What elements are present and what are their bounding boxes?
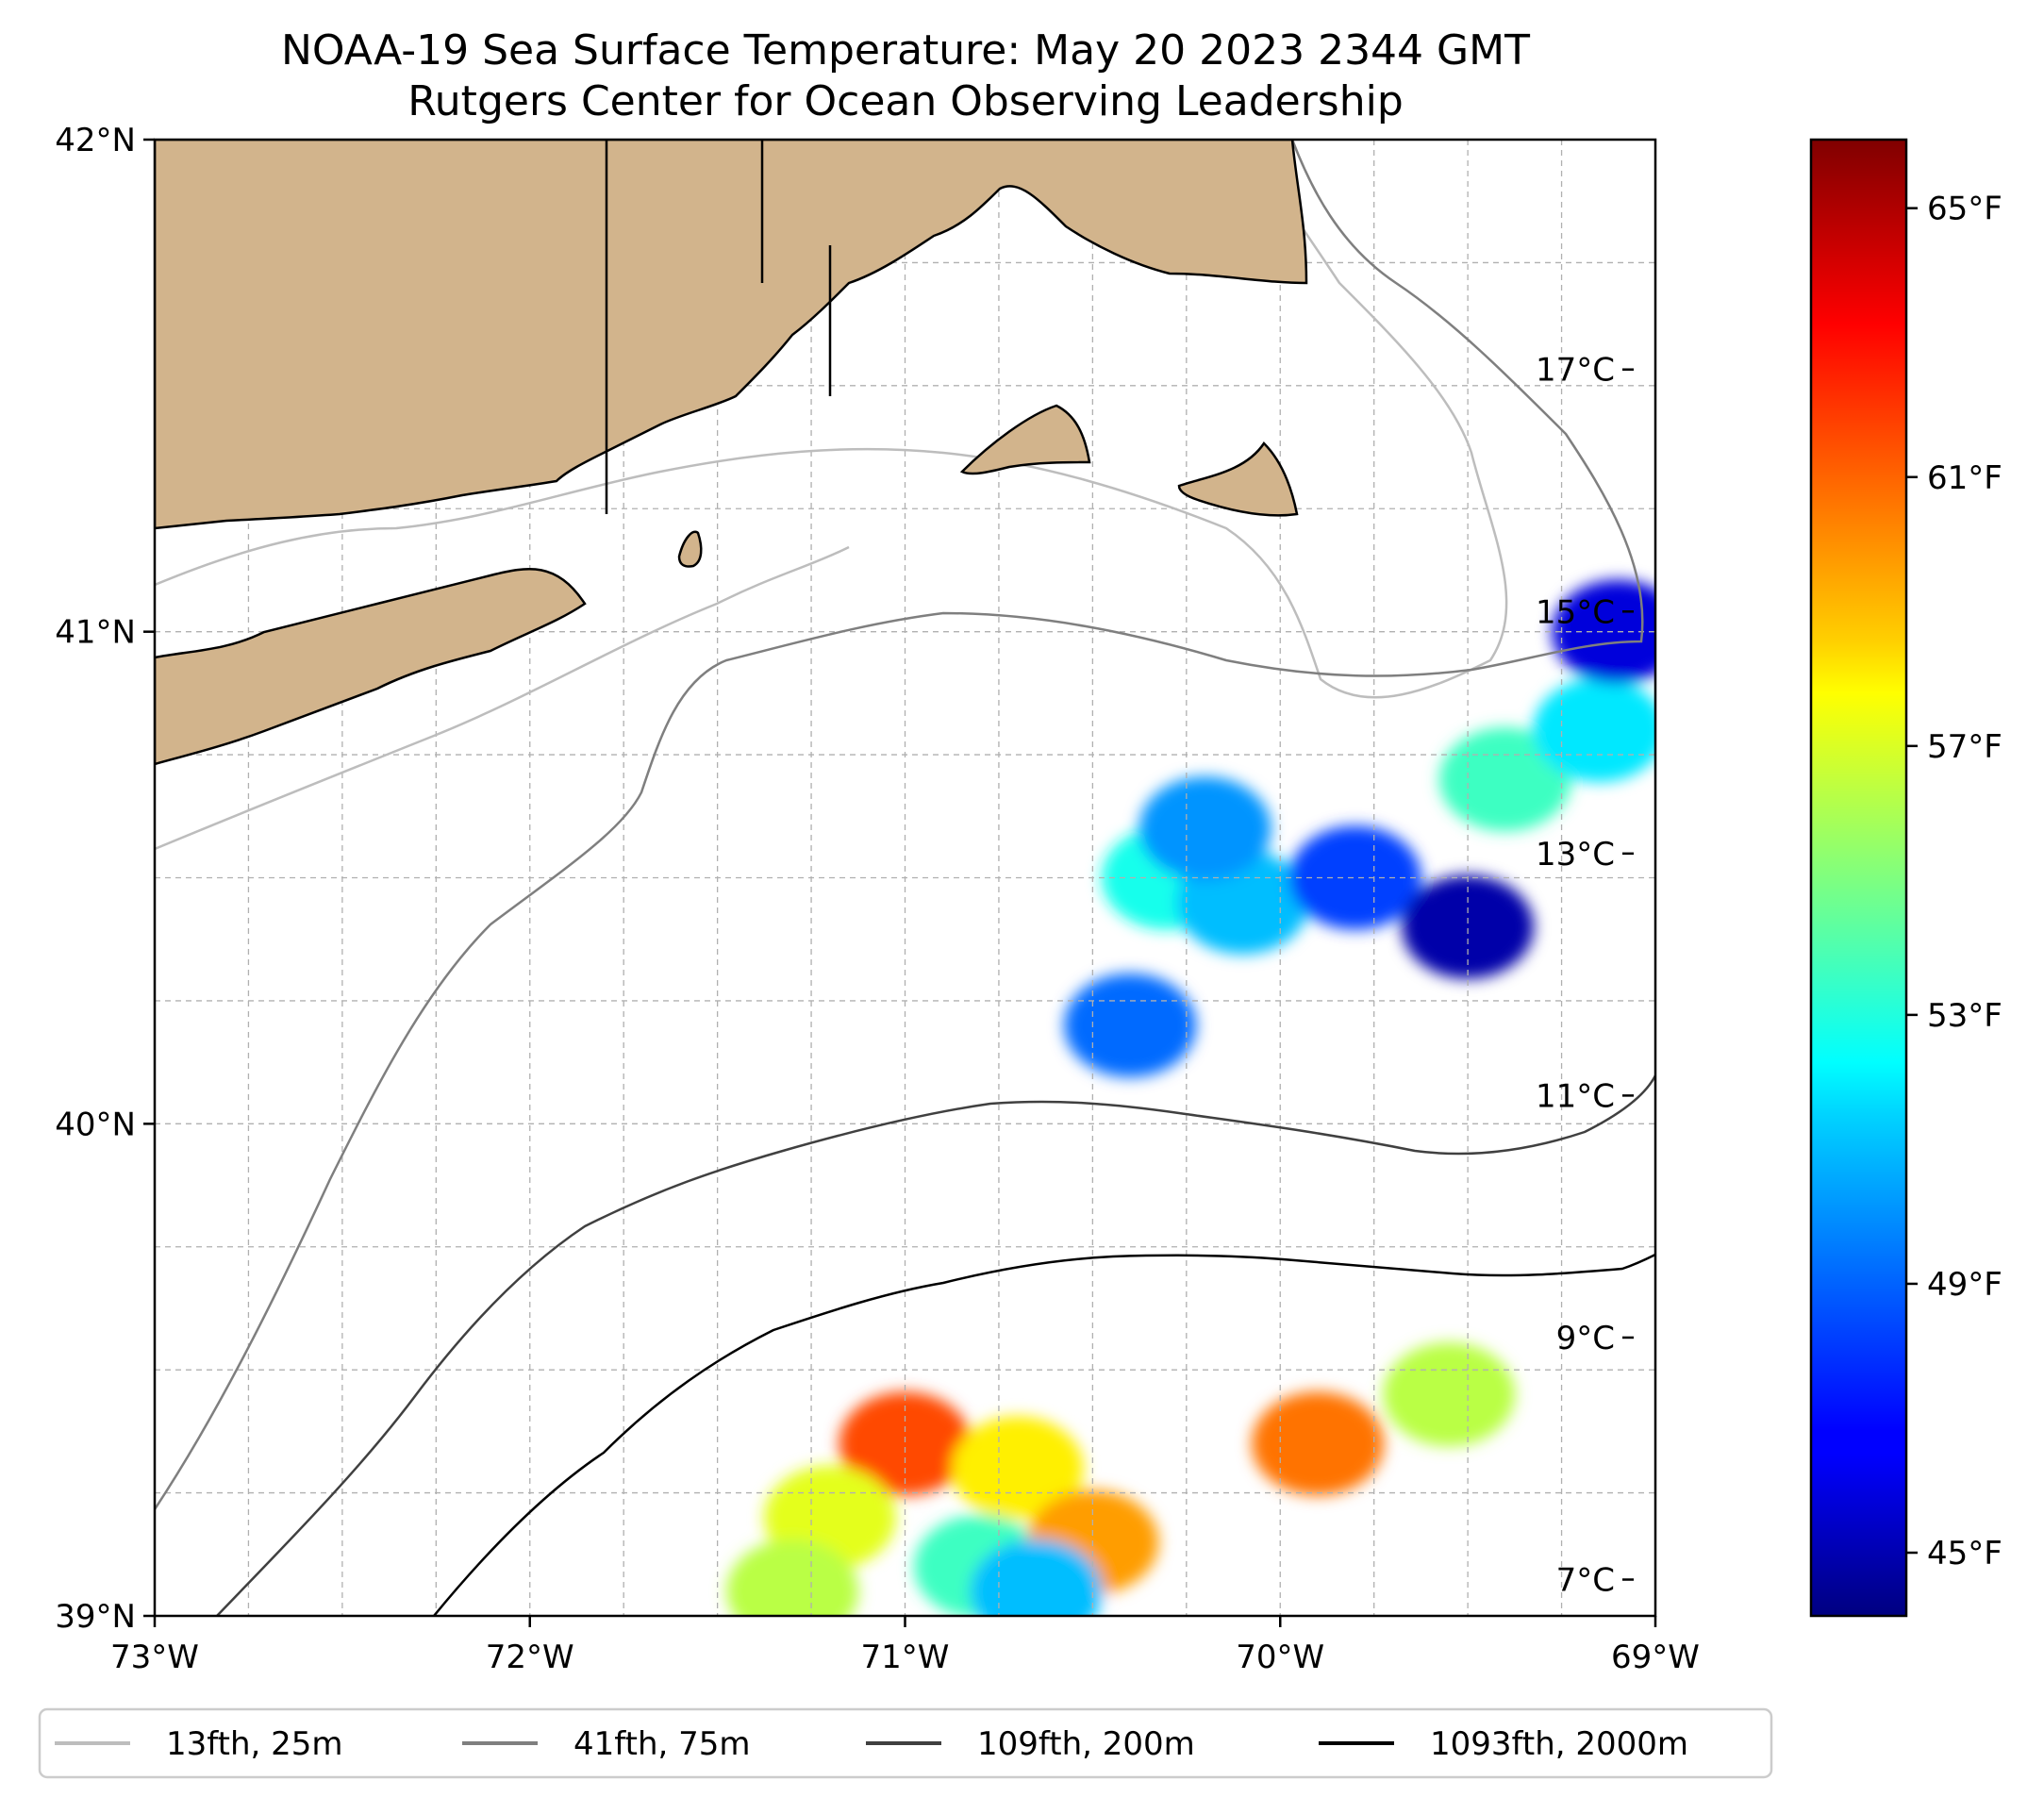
x-tick-label: 70°W [1236,1639,1324,1676]
colorbar-gradient [1809,138,1908,1618]
sst-patch [1064,973,1197,1077]
sst-patch [1138,776,1271,881]
bathymetry-contours [155,140,1655,1616]
y-axis-ticks: 42°N 41°N 40°N 39°N [55,122,155,1636]
x-tick-label: 69°W [1611,1639,1700,1676]
celsius-tick-label: 7°C [1556,1562,1615,1600]
celsius-tick-label: 9°C [1556,1320,1615,1357]
legend: 13fth, 25m 41fth, 75m 109fth, 200m 1093fth,… [38,1707,1773,1779]
celsius-tick-label: 17°C [1536,352,1615,390]
sst-patch [726,1539,859,1616]
fahrenheit-tick-label: 53°F [1927,997,2002,1035]
sst-patch [1252,1391,1385,1496]
fahrenheit-tick-label: 49°F [1927,1266,2002,1304]
fahrenheit-tick-label: 57°F [1927,728,2002,766]
y-tick-label: 41°N [55,614,136,652]
legend-label: 1093fth, 2000m [1430,1725,1688,1763]
map-title-line1: NOAA-19 Sea Surface Temperature: May 20 … [281,26,1530,75]
map-title-line2: Rutgers Center for Ocean Observing Leade… [407,77,1404,125]
x-tick-label: 73°W [110,1639,199,1676]
sst-patch [951,1416,1084,1521]
legend-label: 13fth, 25m [166,1725,343,1763]
legend-label: 41fth, 75m [573,1725,751,1763]
fahrenheit-tick-label: 65°F [1927,191,2002,228]
sst-patch [1402,874,1535,979]
legend-items: 13fth, 25m 41fth, 75m 109fth, 200m 1093fth,… [55,1725,1688,1763]
sst-patch [1552,579,1655,684]
land-masses [155,140,1308,766]
y-tick-label: 42°N [55,122,136,159]
contour-25m-south [155,545,850,851]
y-tick-label: 39°N [55,1598,136,1636]
sst-patch [1383,1342,1516,1447]
sst-patch [839,1391,972,1496]
celsius-tick-label: 15°C [1536,593,1615,631]
y-tick-label: 40°N [55,1106,136,1143]
land-block-island [677,530,703,568]
contour-200m [216,1074,1655,1616]
x-tick-label: 71°W [861,1639,950,1676]
celsius-tick-label: 13°C [1536,836,1615,874]
fahrenheit-tick-label: 61°F [1927,459,2002,497]
map-area [155,140,1655,1616]
contour-75m [155,140,1644,1510]
x-axis-ticks: 73°W 72°W 71°W 70°W 69°W [110,1616,1700,1676]
fahrenheit-tick-label: 45°F [1927,1535,2002,1572]
sst-layer [726,579,1655,1616]
gridlines [155,140,1655,1616]
state-boundaries [605,140,832,514]
sst-patch [970,1539,1103,1616]
celsius-tick-label: 11°C [1536,1077,1615,1115]
contour-25m [155,140,1508,699]
contour-2000m [433,1253,1655,1616]
land-mainland [155,140,1308,530]
x-tick-label: 72°W [486,1639,574,1676]
land-long-island [155,568,587,766]
legend-label: 109fth, 200m [977,1725,1195,1763]
colorbar-celsius-ticks: 7°C 9°C 11°C 13°C 15°C 17°C [1536,352,1634,1600]
sst-patch [1533,678,1655,782]
colorbar-fahrenheit-ticks: 45°F 49°F 53°F 57°F 61°F 65°F [1906,191,2002,1572]
colorbar: 7°C 9°C 11°C 13°C 15°C 17°C 45°F 49°F 53°F 57°F 6… [1536,138,2002,1618]
land-marthas-vineyard [959,404,1091,475]
sst-patch [1288,825,1421,930]
sst-patch [1438,727,1571,832]
land-nantucket [1177,441,1299,517]
